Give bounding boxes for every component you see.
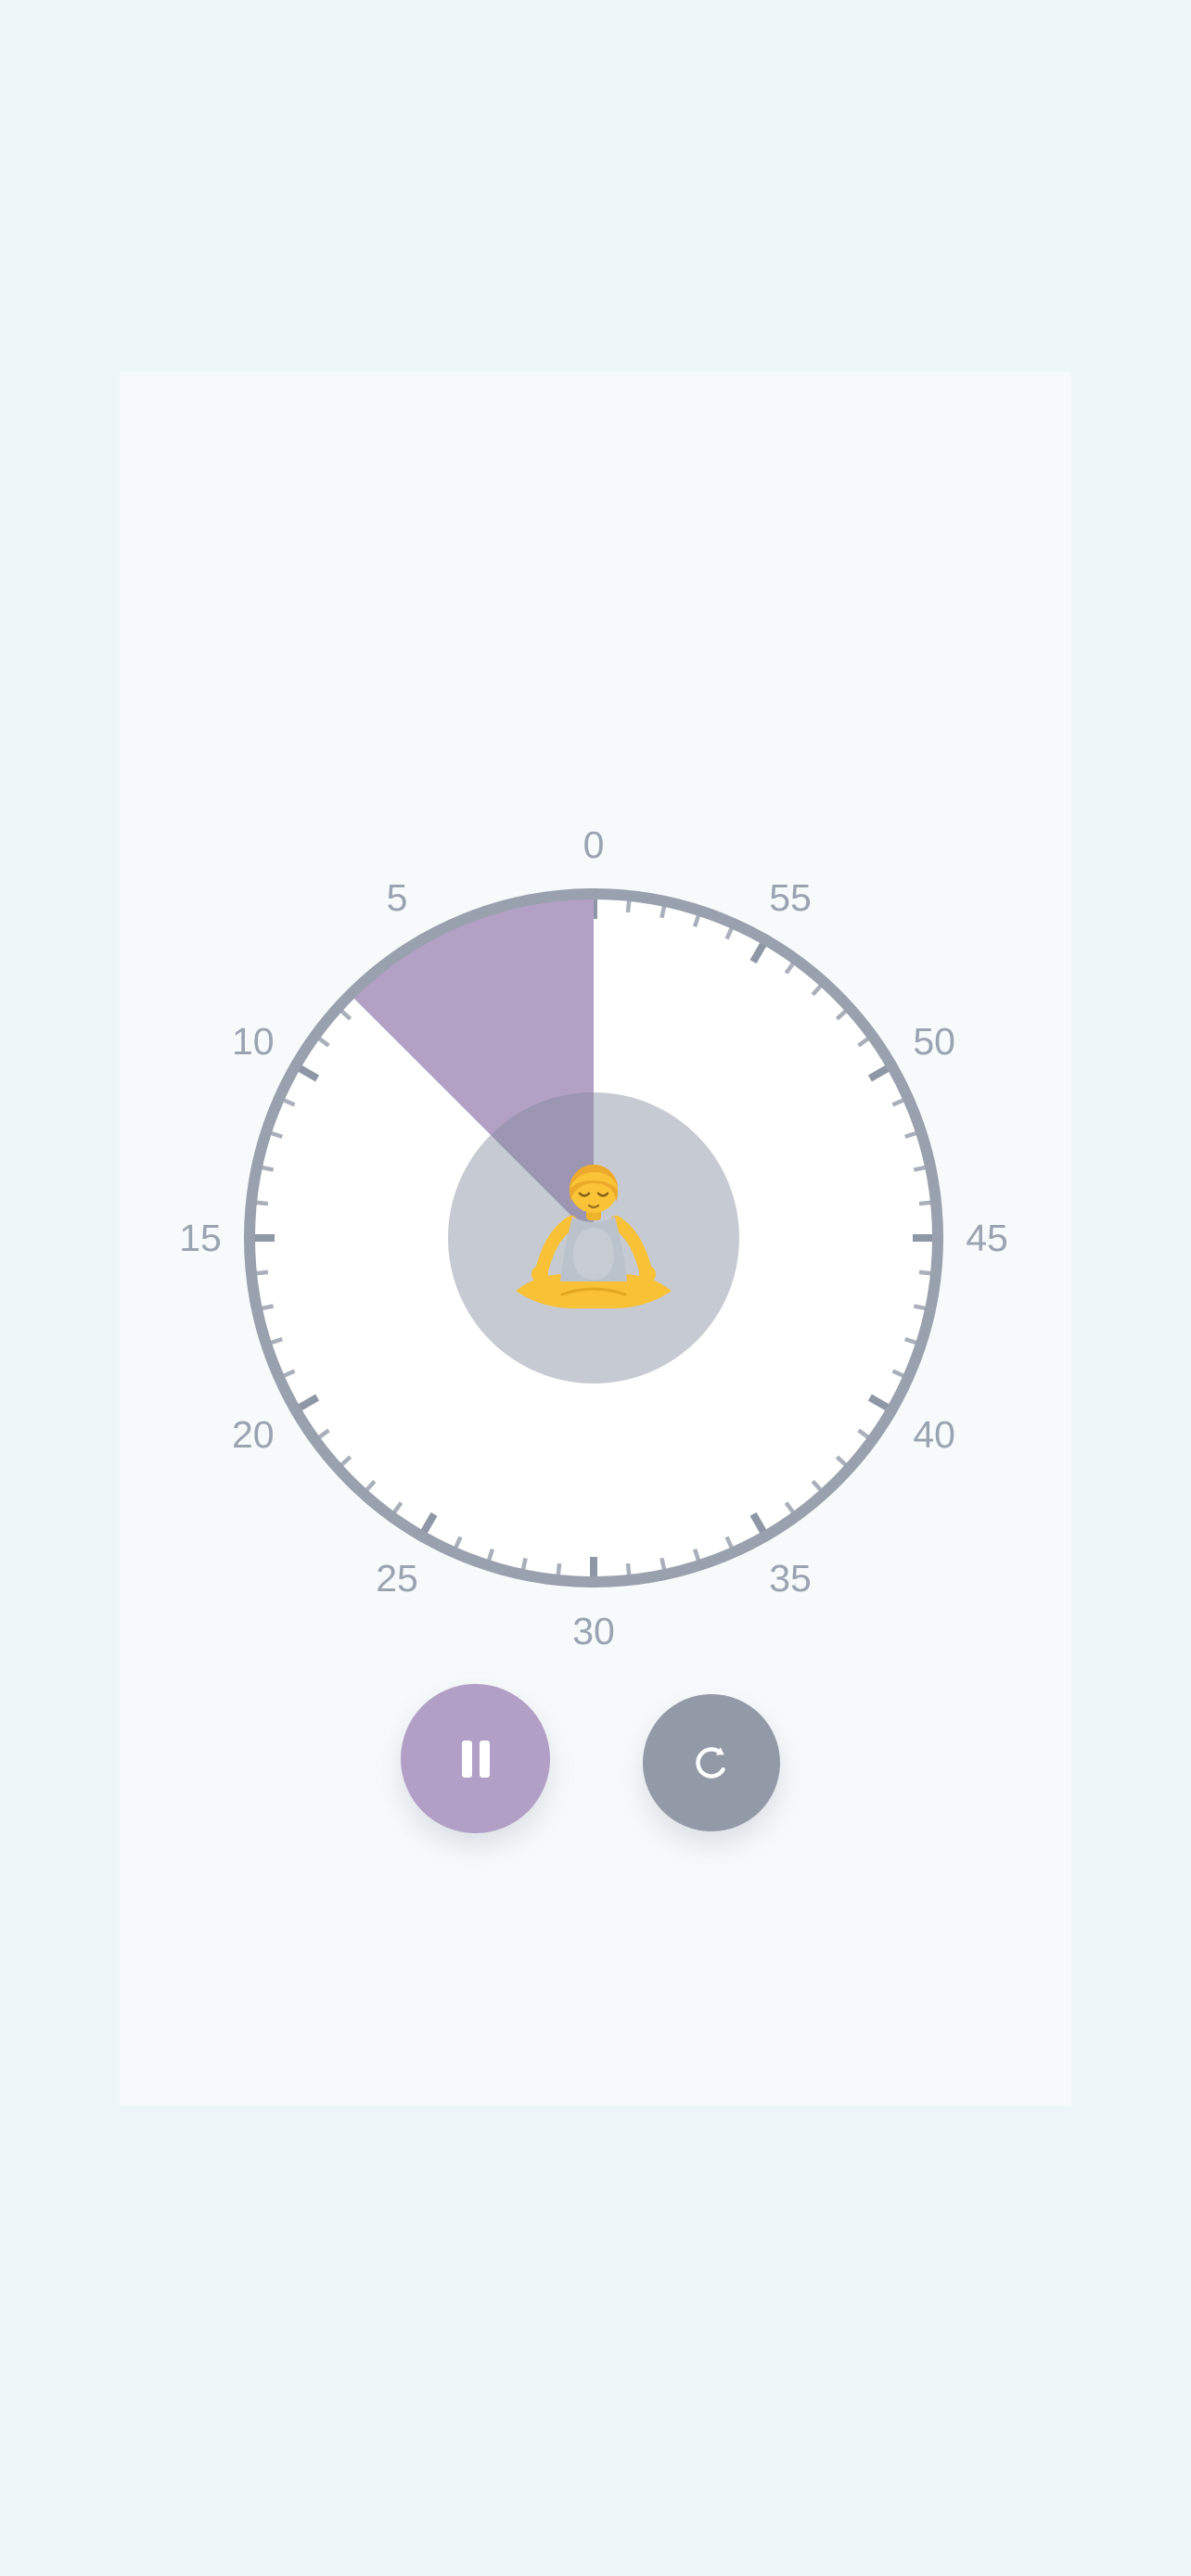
tick-minor [270, 1130, 283, 1140]
tick-minor [857, 1037, 870, 1048]
tick-minor [317, 1428, 330, 1439]
dial-label-55: 55 [769, 876, 812, 919]
figure-hair [570, 1165, 618, 1202]
person-in-lotus-icon [516, 1165, 672, 1308]
figure-eye-right [596, 1192, 609, 1197]
tick-minor [261, 1165, 275, 1172]
dial-label-50: 50 [913, 1020, 955, 1063]
figure-mouth [587, 1204, 600, 1209]
tick-minor [692, 914, 701, 927]
tick-minor [365, 1479, 377, 1492]
timer-card: 0 5 10 15 20 25 30 35 40 45 50 55 [120, 372, 1071, 2106]
tick-minor [660, 1557, 667, 1571]
tick-minor [255, 1269, 269, 1276]
tick-minor [724, 1536, 734, 1549]
tick-minor [835, 1455, 848, 1467]
reset-button[interactable] [643, 1694, 780, 1831]
tick-minor [261, 1304, 275, 1311]
tick-minor [625, 899, 632, 913]
tick-minor [282, 1369, 296, 1378]
tick-minor [857, 1428, 870, 1439]
tick-minor [520, 1557, 528, 1571]
dial-label-0: 0 [583, 823, 605, 866]
tick-minor [835, 1009, 848, 1021]
tick-minor [625, 1562, 632, 1576]
tick-minor [692, 1549, 701, 1562]
tick-minor [660, 905, 667, 919]
dial-label-15: 15 [179, 1217, 222, 1259]
tick-minor [454, 1536, 463, 1549]
pause-bar-left [461, 1740, 472, 1778]
tick-minor [918, 1200, 932, 1206]
figure-arm-right [609, 1216, 652, 1277]
figure-hand-right [639, 1266, 656, 1282]
timer-dial[interactable]: 0 5 10 15 20 25 30 35 40 45 50 55 [120, 372, 1071, 2106]
dial-label-20: 20 [232, 1413, 275, 1456]
dial-label-45: 45 [966, 1217, 1008, 1259]
figure-hand-left [531, 1266, 548, 1282]
pause-bar-right [479, 1740, 490, 1778]
figure-legs [516, 1274, 672, 1308]
tick-minor [904, 1130, 917, 1140]
pause-button[interactable] [401, 1684, 550, 1833]
dial-label-25: 25 [376, 1557, 418, 1600]
remaining-time-wedge[interactable] [353, 899, 594, 1238]
dial-label-5: 5 [387, 876, 408, 919]
tick-minor [339, 1455, 352, 1467]
dial-label-35: 35 [769, 1557, 812, 1600]
tick-minor [255, 1200, 269, 1206]
figure-eye-left [578, 1192, 591, 1197]
dial-ring [244, 888, 943, 1588]
tick-minor [317, 1037, 330, 1048]
tick-minor [811, 1479, 823, 1492]
figure-torso-highlight [573, 1228, 614, 1280]
dial-label-10: 10 [232, 1020, 275, 1063]
tick-minor [891, 1369, 905, 1378]
tick-minor [913, 1165, 927, 1172]
tick-minor [904, 1336, 917, 1345]
tick-minor [913, 1304, 927, 1311]
pause-icon [461, 1740, 490, 1778]
tick-minor [486, 1549, 495, 1562]
figure-leg-crease [560, 1287, 627, 1296]
tick-minor [724, 926, 734, 940]
tick-minor [784, 1501, 795, 1514]
tick-minor [556, 1562, 562, 1576]
tick-minor [270, 1336, 283, 1345]
reset-icon [696, 1747, 725, 1779]
tick-minor [339, 1009, 352, 1021]
tick-minor [918, 1269, 932, 1276]
figure-head [570, 1165, 618, 1213]
dial-label-40: 40 [913, 1413, 955, 1456]
tick-minor [811, 984, 823, 997]
tick-minor [392, 1501, 403, 1514]
tick-minor [784, 962, 795, 975]
tick-minor [891, 1098, 905, 1107]
figure-arm-left [535, 1216, 578, 1277]
dial-label-30: 30 [572, 1610, 615, 1652]
tick-minor [282, 1098, 296, 1107]
